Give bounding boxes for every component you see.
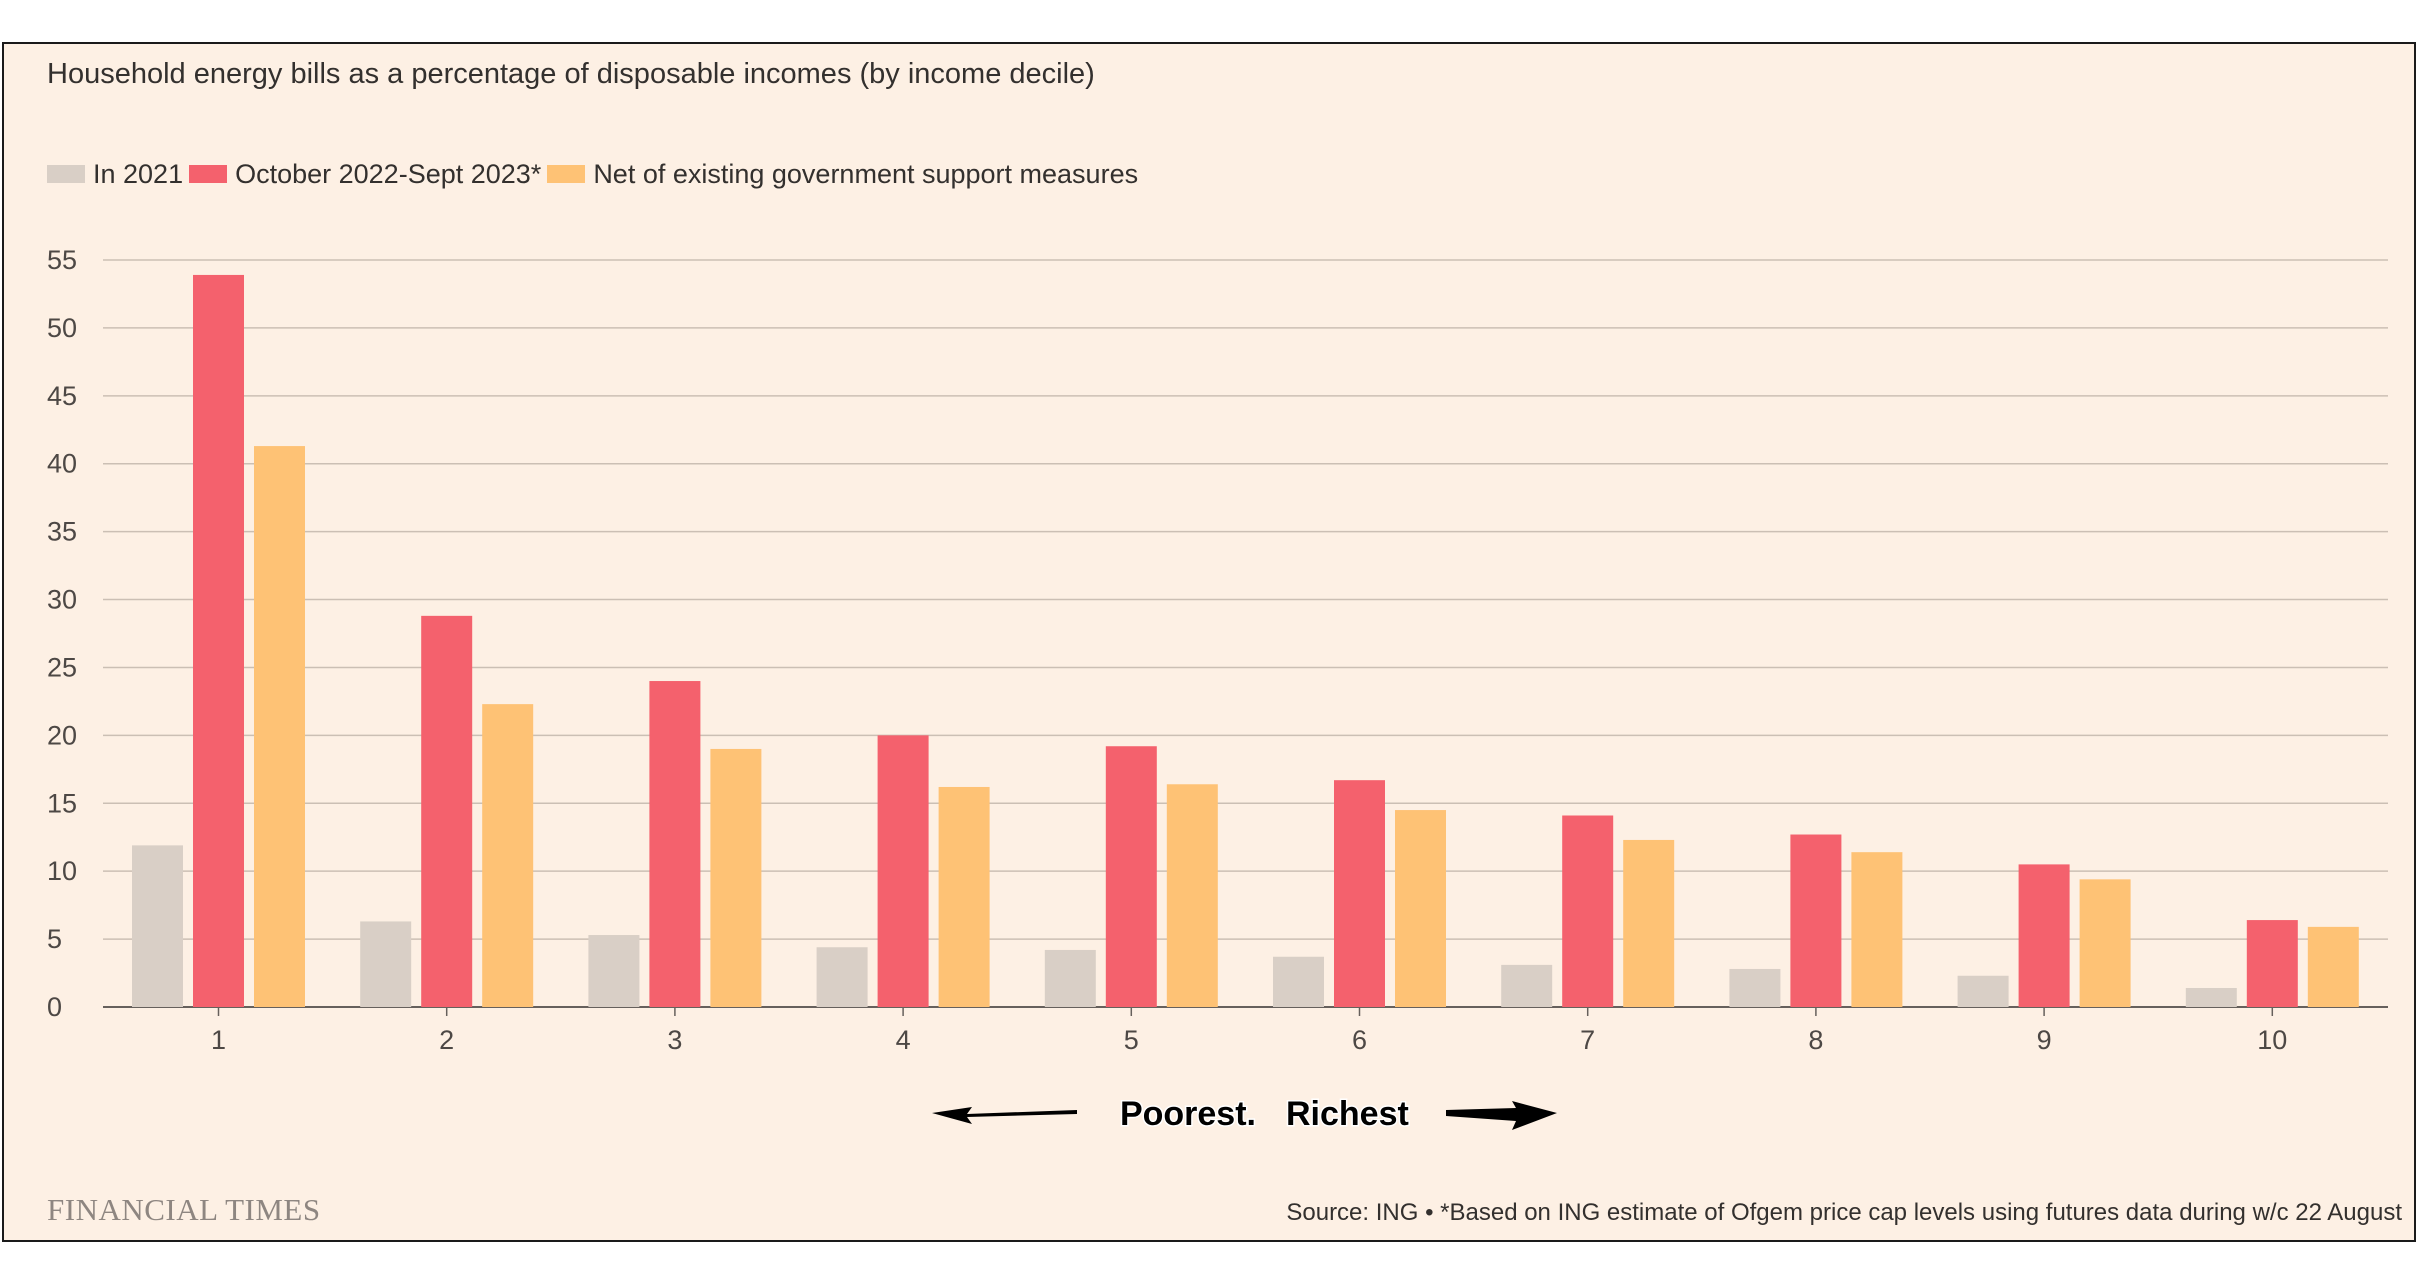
y-tick-label: 10 (47, 856, 77, 886)
bar-oct2022-sep2023-decile-4 (877, 735, 929, 1007)
bar-oct2022-sep2023-decile-5 (1105, 746, 1157, 1007)
bar-net-support-decile-6 (1395, 810, 1446, 1007)
bar-net-support-decile-7 (1623, 839, 1675, 1007)
legend-label-2021: In 2021 (93, 158, 184, 189)
y-tick-label: 35 (47, 517, 77, 547)
legend-label-net-support: Net of existing government support measu… (593, 158, 1139, 189)
richest-label: Richest (1286, 1095, 1409, 1133)
x-axis-ticks: 1 2 3 4 5 6 7 8 9 10 (211, 1007, 2287, 1055)
y-tick-label: 20 (47, 720, 77, 750)
legend-swatch-2021 (47, 165, 85, 183)
bar-2021-decile-8 (1729, 968, 1781, 1007)
legend-swatch-2022-2023 (189, 165, 228, 183)
bar-net-support-decile-10 (2307, 926, 2359, 1007)
bar-net-support-decile-3 (710, 748, 762, 1007)
y-tick-label: 55 (47, 245, 77, 275)
bar-net-support-decile-4 (938, 786, 990, 1007)
x-tick-label: 7 (1580, 1025, 1595, 1055)
bar-2021-decile-4 (816, 947, 868, 1007)
y-tick-label: 5 (47, 924, 62, 954)
bar-oct2022-sep2023-decile-1 (193, 274, 244, 1007)
y-tick-label: 40 (47, 449, 77, 479)
bar-2021-decile-1 (132, 845, 183, 1007)
legend-item-2022-2023: October 2022-Sept 2023* (189, 159, 541, 190)
x-tick-label: 2 (439, 1025, 454, 1055)
x-tick-label: 4 (896, 1025, 911, 1055)
chart-title: Household energy bills as a percentage o… (47, 58, 1095, 90)
legend: In 2021 October 2022-Sept 2023* Net of e… (47, 154, 1144, 194)
x-tick-label: 3 (667, 1025, 682, 1055)
bar-oct2022-sep2023-decile-9 (2018, 864, 2070, 1007)
bar-2021-decile-6 (1273, 956, 1324, 1007)
direction-annotation: Poorest. Richest (932, 1094, 1557, 1135)
bar-oct2022-sep2023-decile-3 (649, 681, 701, 1007)
bar-net-support-decile-9 (2079, 879, 2131, 1007)
y-tick-label: 0 (47, 992, 62, 1022)
bar-net-support-decile-5 (1166, 784, 1218, 1007)
bars (132, 274, 2359, 1007)
x-tick-label: 1 (211, 1025, 226, 1055)
source-note: Source: ING • *Based on ING estimate of … (1286, 1199, 2402, 1226)
y-tick-label: 25 (47, 652, 77, 682)
bar-net-support-decile-8 (1851, 852, 1903, 1007)
financial-times-logo: FINANCIAL TIMES (47, 1192, 321, 1227)
x-tick-label: 10 (2257, 1025, 2287, 1055)
legend-label-2022-2023: October 2022-Sept 2023* (235, 158, 542, 189)
x-tick-label: 9 (2037, 1025, 2052, 1055)
right-arrow-icon (1446, 1101, 1557, 1130)
bar-net-support-decile-1 (254, 446, 305, 1007)
y-tick-label: 15 (47, 788, 77, 818)
y-tick-label: 30 (47, 585, 77, 615)
x-tick-label: 5 (1124, 1025, 1139, 1055)
bar-2021-decile-5 (1044, 949, 1096, 1007)
bar-2021-decile-9 (1957, 975, 2009, 1007)
bar-2021-decile-7 (1501, 964, 1553, 1007)
bar-oct2022-sep2023-decile-10 (2246, 920, 2298, 1007)
poorest-label: Poorest. (1120, 1095, 1256, 1133)
y-axis-ticks: 0 5 10 15 20 25 30 35 40 45 50 55 (47, 245, 77, 1022)
x-tick-label: 8 (1808, 1025, 1823, 1055)
legend-swatch-net-support (547, 165, 586, 183)
bar-2021-decile-3 (588, 935, 640, 1007)
legend-item-net-support: Net of existing government support measu… (547, 159, 1138, 190)
bar-oct2022-sep2023-decile-2 (421, 615, 473, 1007)
y-tick-label: 45 (47, 381, 77, 411)
bar-2021-decile-2 (360, 921, 412, 1007)
chart-frame: Household energy bills as a percentage o… (2, 42, 2416, 1242)
bar-oct2022-sep2023-decile-8 (1790, 834, 1842, 1007)
bar-2021-decile-10 (2185, 987, 2237, 1007)
y-tick-label: 50 (47, 313, 77, 343)
left-arrow-icon (932, 1107, 1077, 1124)
bar-net-support-decile-2 (482, 704, 534, 1007)
x-tick-label: 6 (1352, 1025, 1367, 1055)
bar-oct2022-sep2023-decile-7 (1562, 815, 1614, 1007)
bar-oct2022-sep2023-decile-6 (1334, 780, 1385, 1007)
legend-item-2021: In 2021 (47, 159, 183, 190)
